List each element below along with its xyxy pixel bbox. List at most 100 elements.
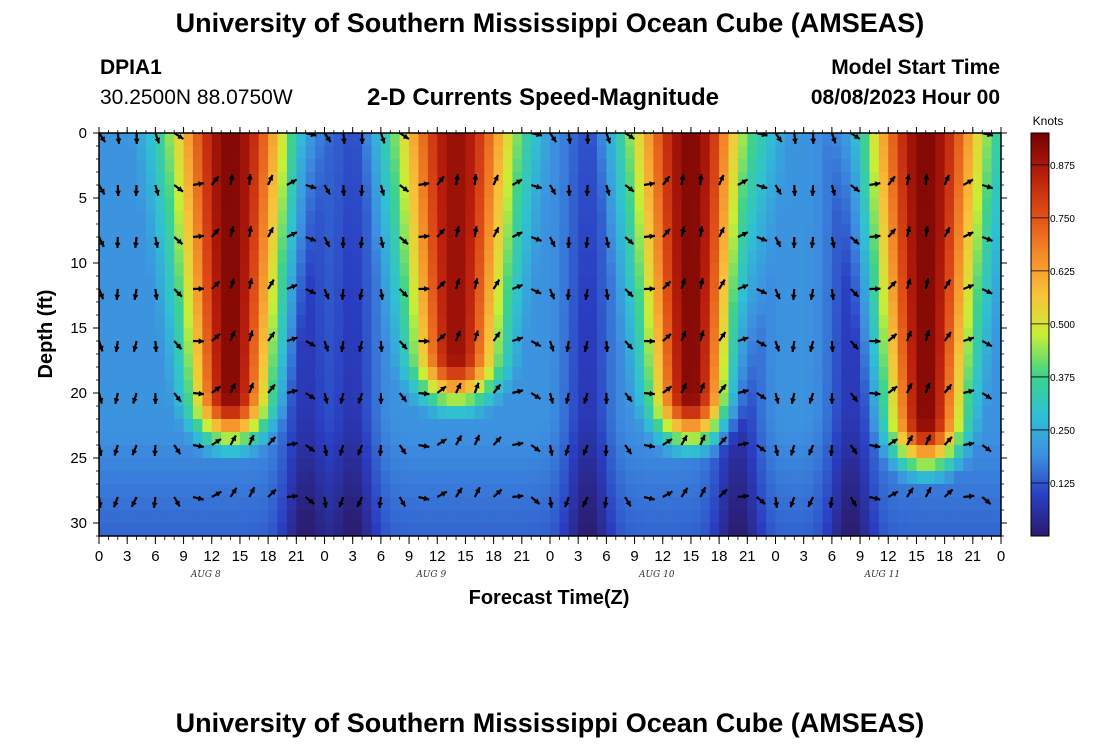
heatmap-cell <box>352 263 363 277</box>
heatmap-cell <box>531 445 542 459</box>
heatmap-cell <box>484 484 495 498</box>
heatmap-cell <box>784 211 795 225</box>
heatmap-cell <box>446 432 457 446</box>
heatmap-cell <box>925 380 936 394</box>
current-arrow <box>963 388 975 395</box>
heatmap-cell <box>333 432 344 446</box>
heatmap-cell <box>775 510 786 524</box>
heatmap-cell <box>465 289 476 303</box>
heatmap-cell <box>897 198 908 212</box>
heatmap-cell <box>925 458 936 472</box>
heatmap-cell <box>550 341 560 355</box>
heatmap-cell <box>456 471 467 485</box>
heatmap-cell <box>559 263 570 277</box>
heatmap-cell <box>737 328 748 342</box>
heatmap-cell <box>136 224 147 238</box>
heatmap-cell <box>136 133 147 147</box>
heatmap-cell <box>456 185 467 199</box>
heatmap-cell <box>221 419 232 433</box>
heatmap-cell <box>324 315 335 329</box>
heatmap-cell <box>719 185 730 199</box>
heatmap-cell <box>399 263 410 277</box>
heatmap-cell <box>803 185 814 199</box>
heatmap-cell <box>164 172 175 186</box>
heatmap-cell <box>249 406 260 420</box>
heatmap-cell <box>747 250 758 264</box>
heatmap-cell <box>258 172 269 186</box>
heatmap-cell <box>550 367 560 381</box>
heatmap-cell <box>615 250 626 264</box>
x-tick-label: 9 <box>179 548 187 565</box>
heatmap-cell <box>954 185 965 199</box>
heatmap-cell <box>286 250 297 264</box>
heatmap-cell <box>362 172 373 186</box>
heatmap-cell <box>512 380 523 394</box>
heatmap-cell <box>296 484 307 498</box>
heatmap-cell <box>315 393 326 407</box>
heatmap-cell <box>982 432 993 446</box>
heatmap-cell <box>474 380 485 394</box>
heatmap-cell <box>521 315 532 329</box>
current-arrow <box>790 392 796 404</box>
heatmap-cell <box>418 484 429 498</box>
x-tick-label: 9 <box>405 548 413 565</box>
heatmap-cell <box>286 172 297 186</box>
heatmap-cell <box>690 471 701 485</box>
current-arrow <box>718 226 726 238</box>
heatmap-cell <box>935 380 946 394</box>
heatmap-cell <box>399 172 410 186</box>
heatmap-cell <box>164 328 175 342</box>
heatmap-cell <box>127 211 138 225</box>
colorbar-ramp <box>1030 132 1050 537</box>
current-arrow <box>869 181 881 187</box>
heatmap-cell <box>268 471 279 485</box>
heatmap-cell <box>221 289 232 303</box>
heatmap-cell <box>606 211 617 225</box>
heatmap-cell <box>822 276 833 290</box>
heatmap-cell <box>907 523 918 536</box>
heatmap-cell <box>409 237 420 251</box>
heatmap-cell <box>296 393 307 407</box>
heatmap-cell <box>935 406 946 420</box>
heatmap-cell <box>690 367 701 381</box>
heatmap-cell <box>690 211 701 225</box>
heatmap-cell <box>503 146 514 160</box>
heatmap-cell <box>888 497 899 511</box>
heatmap-cell <box>869 302 880 316</box>
heatmap-cell <box>944 471 955 485</box>
heatmap-cell <box>390 471 401 485</box>
heatmap-cell <box>690 458 701 472</box>
heatmap-cell <box>907 497 918 511</box>
heatmap-cell <box>916 341 927 355</box>
heatmap-cell <box>568 380 579 394</box>
current-arrow <box>305 340 316 348</box>
heatmap-cell <box>164 146 175 160</box>
heatmap-cell <box>362 445 373 459</box>
heatmap-cell <box>277 458 288 472</box>
heatmap-cell <box>925 354 936 368</box>
heatmap-cell <box>258 406 269 420</box>
heatmap-cell <box>963 419 974 433</box>
heatmap-cell <box>813 211 824 225</box>
heatmap-cell <box>690 146 701 160</box>
heatmap-cell <box>202 406 213 420</box>
heatmap-cell <box>108 484 119 498</box>
heatmap-cell <box>568 393 579 407</box>
heatmap-cell <box>324 250 335 264</box>
heatmap-cell <box>860 172 871 186</box>
heatmap-cell <box>559 159 570 173</box>
heatmap-cell <box>550 445 560 459</box>
heatmap-cell <box>813 432 824 446</box>
heatmap-cell <box>258 484 269 498</box>
heatmap-cell <box>127 237 138 251</box>
heatmap-cell <box>550 471 560 485</box>
heatmap-cell <box>709 211 720 225</box>
heatmap-cell <box>427 224 438 238</box>
heatmap-cell <box>286 302 297 316</box>
heatmap-cell <box>531 432 542 446</box>
heatmap-cell <box>305 419 316 433</box>
heatmap-cell <box>145 354 156 368</box>
heatmap-cell <box>643 250 654 264</box>
heatmap-cell <box>606 458 617 472</box>
heatmap-cell <box>550 263 560 277</box>
